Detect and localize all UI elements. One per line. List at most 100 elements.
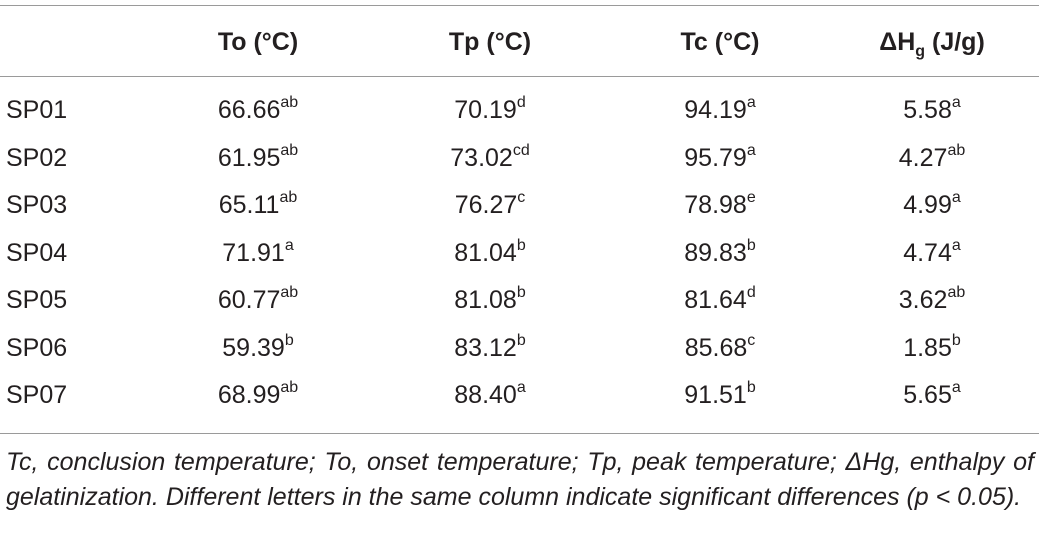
dh-cell: 4.99a <box>832 181 1032 229</box>
to-cell: 65.11ab <box>158 181 358 229</box>
sample-id-cell: SP06 <box>6 333 68 362</box>
tc-significance-letter: a <box>746 94 756 111</box>
to-value: 61.95 <box>217 143 281 172</box>
tp-significance-letter: b <box>516 236 526 254</box>
tp-significance-letter: a <box>516 379 526 396</box>
tc-significance-letter: a <box>746 141 756 159</box>
tc-value: 78.98 <box>684 191 747 219</box>
dh-significance-letter: a <box>951 236 961 254</box>
dh-significance-letter: a <box>951 94 961 111</box>
header-onset-temperature: To (°C) <box>217 28 299 56</box>
header-enthalpy: ΔHg (J/g) <box>832 20 1032 64</box>
to-value: 66.66 <box>217 96 281 124</box>
tc-value: 89.83 <box>684 238 747 267</box>
to-cell: 60.77ab <box>158 276 358 324</box>
tp-cell: 70.19d <box>390 86 590 134</box>
dh-significance-letter: a <box>951 189 961 206</box>
table-footnote: Tc, conclusion temperature; To, onset te… <box>6 448 1034 511</box>
tc-significance-letter: d <box>746 284 756 301</box>
dh-value: 5.58 <box>903 96 952 124</box>
header-conclusion-temperature: Tc (°C) <box>680 28 760 56</box>
header-peak-temperature: Tp (°C) <box>448 28 532 56</box>
tp-cell: 76.27c <box>390 181 590 229</box>
table-row: SP06 59.39b 83.12b 85.68c 1.85b <box>0 324 1039 372</box>
sample-id-cell: SP07 <box>6 381 68 409</box>
dh-value: 4.27 <box>898 143 948 172</box>
sample-id-cell: SP03 <box>6 191 68 219</box>
dh-cell: 5.65a <box>832 371 1032 419</box>
dh-value: 4.74 <box>903 238 952 267</box>
tp-cell: 88.40a <box>390 371 590 419</box>
tc-value: 81.64 <box>684 286 747 314</box>
to-value: 65.11 <box>218 191 280 219</box>
table-row: SP07 68.99ab 88.40a 91.51b 5.65a <box>0 371 1039 419</box>
table-row: SP03 65.11ab 76.27c 78.98e 4.99a <box>0 181 1039 229</box>
dh-value: 4.99 <box>903 191 952 219</box>
table-row: SP02 61.95ab 73.02cd 95.79a 4.27ab <box>0 134 1039 182</box>
tp-value: 76.27 <box>454 191 518 219</box>
tp-cell: 81.08b <box>390 276 590 324</box>
to-value: 71.91 <box>222 238 285 267</box>
to-significance-letter: ab <box>280 379 299 396</box>
to-significance-letter: a <box>284 236 294 254</box>
dh-value: 3.62 <box>898 286 948 314</box>
sample-id-cell: SP05 <box>6 286 68 314</box>
to-cell: 59.39b <box>158 324 358 372</box>
dh-value: 5.65 <box>903 381 952 409</box>
tp-cell: 81.04b <box>390 229 590 277</box>
to-value: 60.77 <box>217 286 281 314</box>
tp-value: 81.08 <box>454 286 517 314</box>
to-cell: 66.66ab <box>158 86 358 134</box>
dh-significance-letter: a <box>951 379 961 396</box>
tp-value: 81.04 <box>454 238 517 267</box>
dh-cell: 4.74a <box>832 229 1032 277</box>
table-row: SP05 60.77ab 81.08b 81.64d 3.62ab <box>0 276 1039 324</box>
header-enthalpy-delta: ΔH <box>879 28 916 56</box>
to-significance-letter: ab <box>280 141 299 159</box>
table-bottom-rule <box>0 433 1039 434</box>
to-value: 68.99 <box>217 381 281 409</box>
dh-significance-letter: ab <box>947 284 966 301</box>
table-top-rule <box>0 5 1039 6</box>
tc-cell: 95.79a <box>620 134 820 182</box>
table-row: SP01 66.66ab 70.19d 94.19a 5.58a <box>0 86 1039 134</box>
tp-value: 83.12 <box>454 333 517 362</box>
tc-value: 85.68 <box>684 333 748 362</box>
table-header-rule <box>0 76 1039 77</box>
tc-cell: 89.83b <box>620 229 820 277</box>
to-cell: 68.99ab <box>158 371 358 419</box>
tc-value: 95.79 <box>684 143 747 172</box>
tc-cell: 81.64d <box>620 276 820 324</box>
table-row: SP04 71.91a 81.04b 89.83b 4.74a <box>0 229 1039 277</box>
tp-significance-letter: cd <box>512 141 530 159</box>
dh-value: 1.85 <box>903 333 952 362</box>
to-cell: 61.95ab <box>158 134 358 182</box>
tc-value: 91.51 <box>684 381 747 409</box>
tc-cell: 94.19a <box>620 86 820 134</box>
tc-cell: 78.98e <box>620 181 820 229</box>
tc-value: 94.19 <box>684 96 747 124</box>
tc-significance-letter: c <box>747 331 756 349</box>
dh-cell: 5.58a <box>832 86 1032 134</box>
tp-value: 88.40 <box>454 381 517 409</box>
tp-significance-letter: d <box>516 94 526 111</box>
tp-value: 70.19 <box>454 96 517 124</box>
header-enthalpy-unit: (J/g) <box>925 28 985 56</box>
tp-significance-letter: b <box>516 284 526 301</box>
tc-significance-letter: b <box>746 236 756 254</box>
dh-significance-letter: b <box>951 331 961 349</box>
tp-significance-letter: b <box>516 331 526 349</box>
dh-cell: 1.85b <box>832 324 1032 372</box>
to-cell: 71.91a <box>158 229 358 277</box>
sample-id-cell: SP04 <box>6 238 68 267</box>
to-value: 59.39 <box>222 333 285 362</box>
tc-cell: 85.68c <box>620 324 820 372</box>
dh-cell: 3.62ab <box>832 276 1032 324</box>
to-significance-letter: b <box>284 331 294 349</box>
tp-significance-letter: c <box>517 189 526 206</box>
dh-cell: 4.27ab <box>832 134 1032 182</box>
tc-cell: 91.51b <box>620 371 820 419</box>
to-significance-letter: ab <box>280 284 299 301</box>
sample-id-cell: SP02 <box>6 143 68 172</box>
tp-cell: 83.12b <box>390 324 590 372</box>
